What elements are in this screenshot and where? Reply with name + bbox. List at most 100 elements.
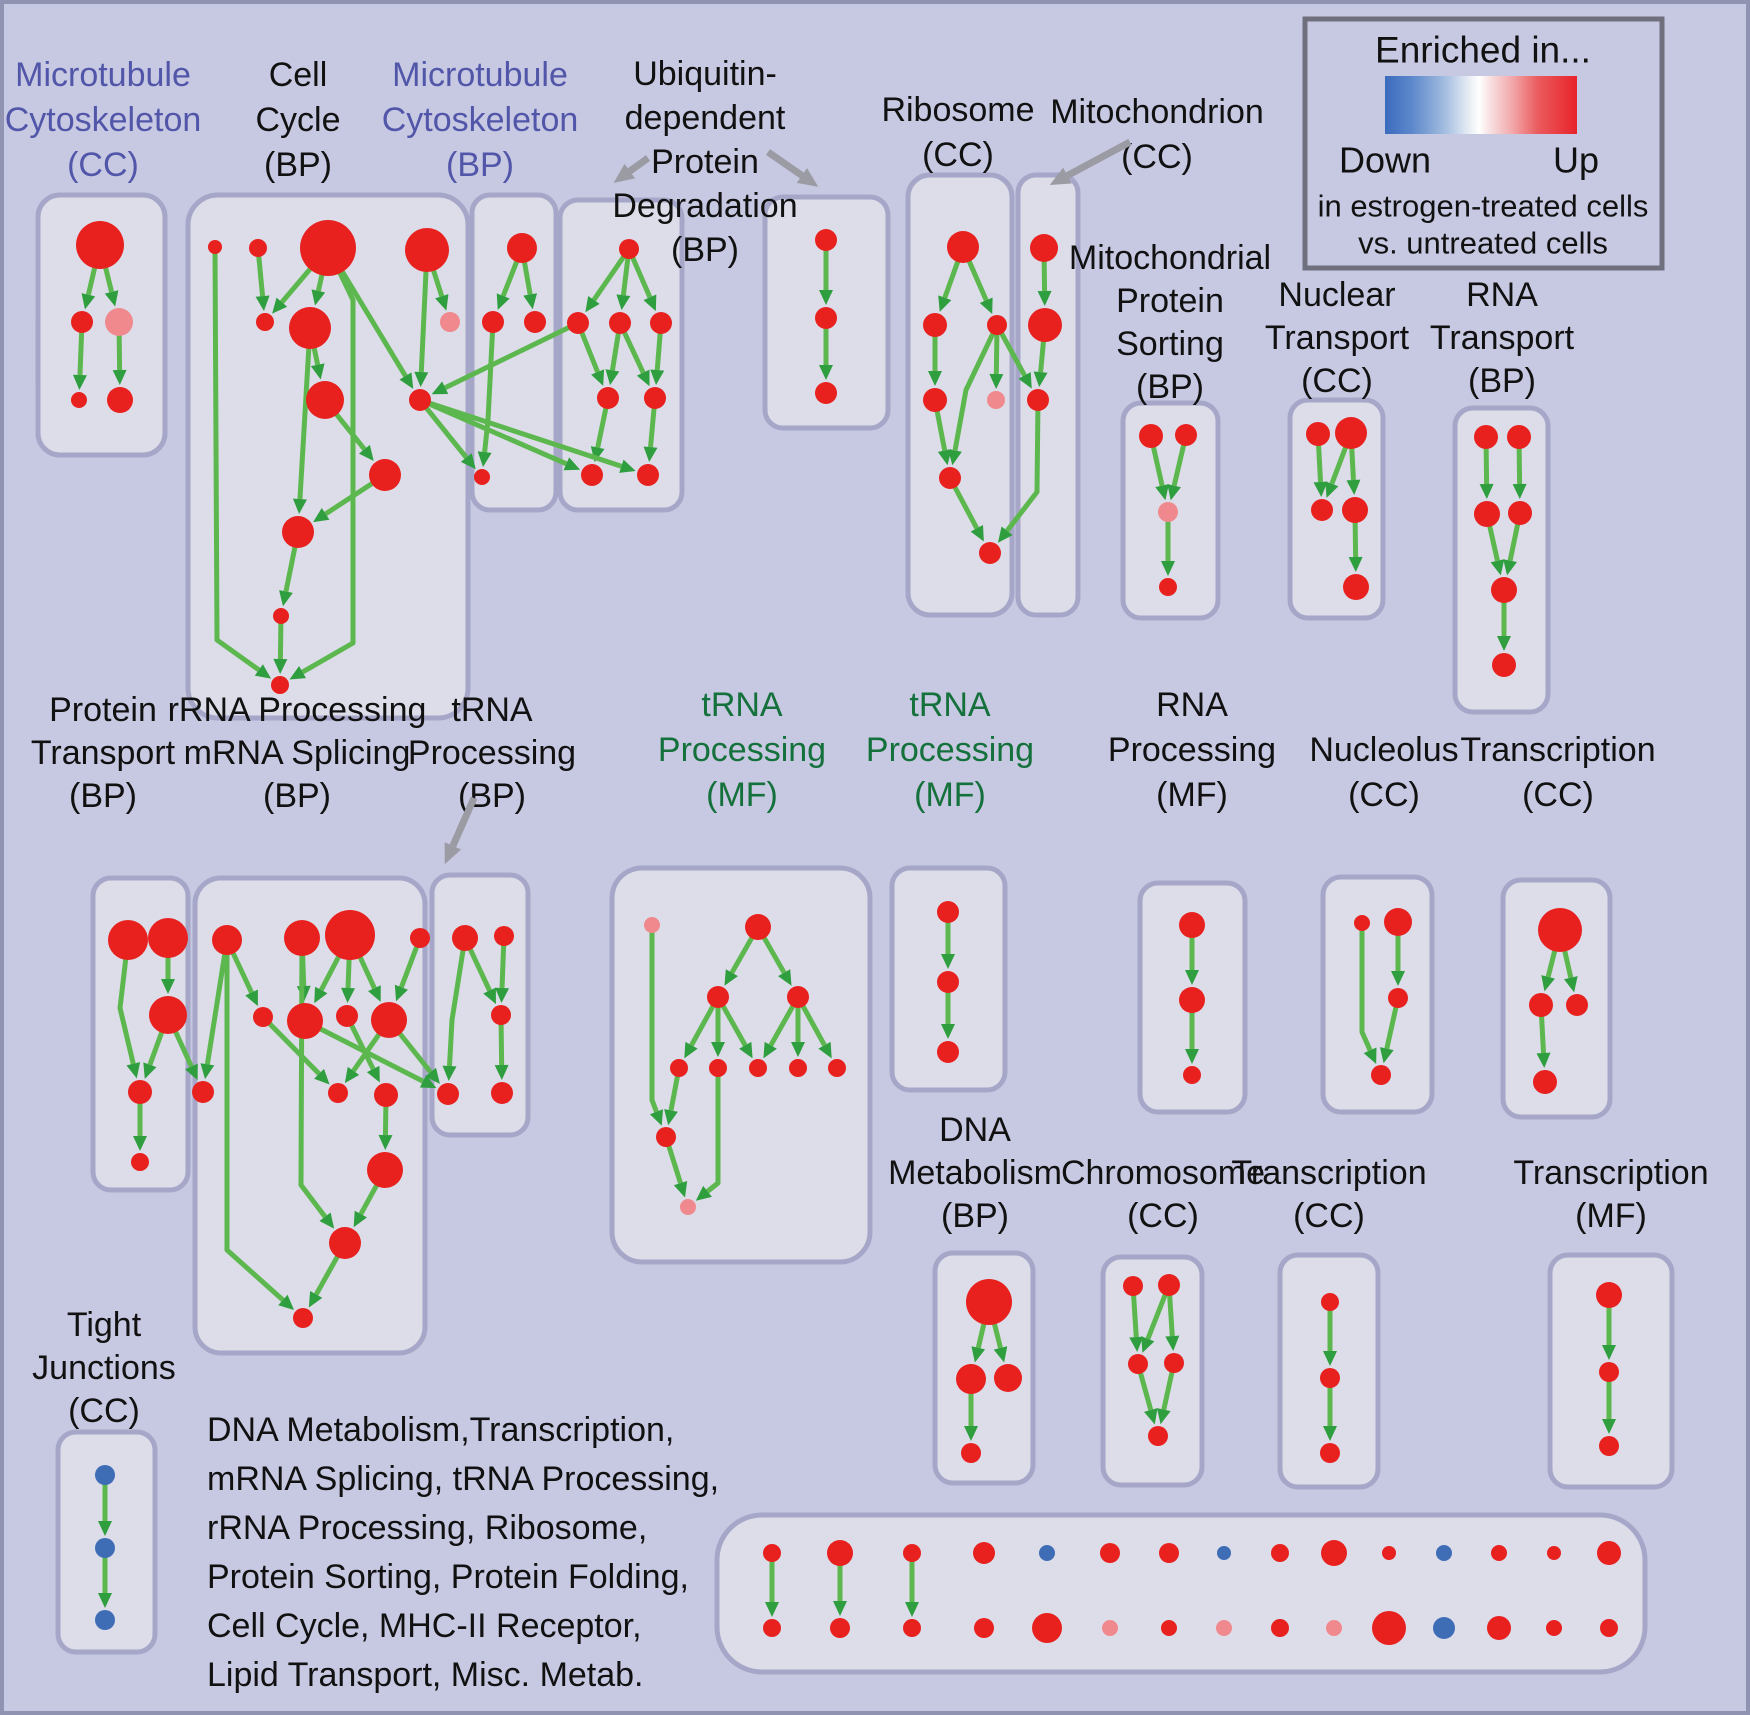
edge-ribosome-cc-arrowhead — [948, 449, 962, 466]
node-protein-transport-q5 — [131, 1153, 149, 1171]
band-node-bottom-7 — [1161, 1620, 1177, 1636]
node-rna-processing-mf-w2 — [1179, 987, 1205, 1013]
misc-annotation-line: DNA Metabolism,Transcription, — [207, 1411, 674, 1449]
cluster-label-trna-mf-1: Processing — [658, 731, 826, 769]
node-microtubule-bp-m2 — [482, 311, 504, 333]
edge-microtubule-cc-arrowhead — [72, 374, 87, 391]
cluster-label-ubiquitin-bp: dependent — [625, 99, 786, 137]
cross-edge-arrowhead — [431, 381, 449, 395]
node-mitochondrion-cc-k2 — [1028, 308, 1062, 342]
band-node-top-15 — [1597, 1541, 1621, 1565]
label-pointer-arrow-4-arrowhead — [444, 842, 462, 865]
band-node-top-2 — [827, 1540, 853, 1566]
node-cell-cycle-c11 — [282, 516, 314, 548]
band-node-bottom-9 — [1271, 1619, 1289, 1637]
edge-rrna-mrna-bp-arrowhead — [314, 986, 328, 1004]
band-edge-2-arrowhead — [833, 1601, 847, 1616]
edge-rrna-mrna-bp-arrowhead — [394, 984, 408, 1002]
edge-trna-mf-1-arrowhead — [649, 1109, 663, 1126]
edge-ubiquitin-bp-arrowhead — [616, 294, 631, 311]
node-chromosome-cc-h3 — [1128, 1354, 1148, 1374]
cluster-box-chromosome-cc — [1100, 1254, 1205, 1488]
edge-protein-transport-arrowhead — [161, 979, 175, 994]
cluster-label-nuclear-transport: Transport — [1265, 319, 1410, 357]
edge-dna-metabolism-arrowhead — [993, 1346, 1008, 1363]
cluster-box-microtubule-cc — [35, 192, 168, 458]
node-rrna-mrna-bp-rr2c — [336, 1005, 358, 1027]
node-tight-junctions-j1 — [95, 1465, 115, 1485]
node-rrna-mrna-bp-rr4 — [367, 1152, 403, 1188]
node-nuclear-transport-n1 — [1306, 422, 1330, 446]
cluster-label-transcription-cc-2: Transcription — [1231, 1154, 1426, 1192]
node-nuclear-transport-n2 — [1335, 417, 1367, 449]
cluster-label-rna-processing-mf: RNA — [1156, 686, 1228, 724]
cluster-label-transcription-mf: Transcription — [1513, 1154, 1708, 1192]
edge-cell-cycle-arrowhead — [313, 508, 330, 523]
cluster-box-nuclear-transport — [1287, 397, 1386, 621]
node-ribosome-cc-r4 — [923, 388, 947, 412]
node-transcription-cc-1-y2 — [1529, 993, 1553, 1017]
cluster-label-transcription-cc-1: (CC) — [1522, 776, 1594, 814]
cluster-label-dna-metabolism: Metabolism — [888, 1154, 1062, 1192]
band-node-bottom-1 — [763, 1619, 781, 1637]
label-pointer-arrow-1-line — [627, 155, 651, 174]
cluster-label-mito-protein-sorting: Mitochondrial — [1069, 239, 1271, 277]
node-cell-cycle-c7 — [440, 312, 460, 332]
node-ribosome-cc-r7 — [979, 542, 1001, 564]
edge-mitochondrion-cc-arrowhead — [1033, 371, 1048, 388]
label-pointer-arrow-2-arrowhead — [796, 168, 819, 187]
edge-cell-cycle-arrowhead — [414, 371, 429, 388]
node-cell-cycle-c5 — [256, 313, 274, 331]
label-pointer-arrow-1-arrowhead — [613, 163, 636, 183]
node-rna-processing-mf-w1 — [1179, 912, 1205, 938]
cross-edge-arrowhead — [185, 1063, 198, 1081]
edge-chromosome-cc-arrowhead — [1129, 1336, 1144, 1353]
node-trna-bp-tMR — [491, 1005, 511, 1025]
node-cell-cycle-c12 — [273, 608, 289, 624]
edge-rrna-mrna-bp-line — [204, 939, 230, 1065]
band-node-top-1 — [763, 1544, 781, 1562]
node-microtubule-cc-a1 — [76, 221, 124, 269]
edge-rrna-mrna-bp-arrowhead — [378, 1134, 393, 1151]
cross-edge-line — [1005, 399, 1041, 533]
edge-rna-transport-arrowhead — [1490, 559, 1505, 576]
node-mito-protein-sorting-p4 — [1159, 578, 1177, 596]
edge-cell-cycle-arrowhead — [254, 664, 272, 679]
edge-trna-bp-line — [447, 937, 468, 1067]
cluster-label-dna-metabolism: (BP) — [941, 1197, 1009, 1235]
node-cell-cycle-c3 — [300, 220, 356, 276]
node-dna-metabolism-d3 — [994, 1364, 1022, 1392]
edge-rrna-mrna-bp-arrowhead — [368, 985, 381, 1002]
edge-trna-mf-1-arrowhead — [739, 1041, 753, 1059]
edge-rna-transport-arrowhead — [1503, 559, 1517, 576]
legend-up-label: Up — [1553, 140, 1599, 181]
cross-edge-arrowhead — [460, 453, 476, 470]
cross-edge-arrowhead — [563, 457, 581, 471]
band-node-top-10 — [1321, 1540, 1347, 1566]
node-transcription-cc-2-z3 — [1320, 1443, 1340, 1463]
node-tight-junctions-j3 — [95, 1610, 115, 1630]
cluster-label-mito-protein-sorting: Protein — [1116, 282, 1224, 320]
cross-edge-line — [444, 320, 580, 390]
edge-trna-mf-1-arrowhead — [695, 1185, 712, 1201]
misc-annotation-line: Lipid Transport, Misc. Metab. — [207, 1656, 644, 1694]
node-mito-protein-sorting-p2 — [1175, 424, 1197, 446]
cluster-label-trna-bp: tRNA — [451, 691, 533, 729]
cross-edge-arrowhead — [619, 459, 636, 473]
edge-cell-cycle-arrowhead — [311, 289, 326, 306]
edge-transcription-cc-2-arrowhead — [1323, 1426, 1337, 1441]
edge-cell-cycle-arrowhead — [279, 590, 293, 607]
edge-nuclear-transport-arrowhead — [1325, 481, 1339, 498]
edge-cell-cycle-line — [297, 327, 313, 500]
band-node-bottom-14 — [1546, 1620, 1562, 1636]
node-ubiquitin-bp-u3 — [609, 312, 631, 334]
node-trna-mf-1-g4 — [670, 1059, 688, 1077]
edge-ubiquitin-bp-2-arrowhead — [819, 290, 833, 305]
edge-rrna-mrna-bp-arrowhead — [366, 1065, 380, 1083]
edge-dna-metabolism-arrowhead — [971, 1346, 986, 1363]
node-tight-junctions-j2 — [95, 1538, 115, 1558]
node-transcription-cc-1-y4 — [1533, 1070, 1557, 1094]
cluster-label-protein-transport: Transport — [31, 734, 176, 772]
node-ubiquitin-bp-2-v2 — [815, 307, 837, 329]
